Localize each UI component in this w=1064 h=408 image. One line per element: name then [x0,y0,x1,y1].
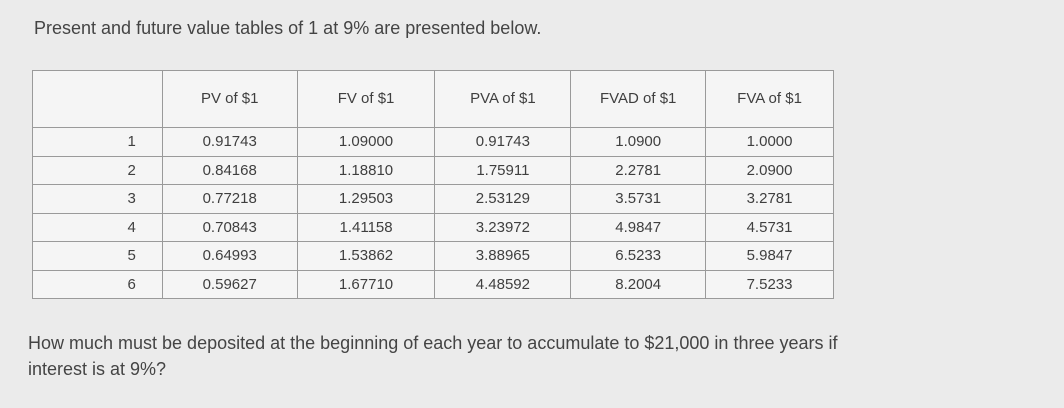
table-cell: 4.5731 [705,212,834,242]
table-cell: 2.53129 [434,184,572,214]
table-cell: 3.2781 [705,184,834,214]
table-cell: 0.91743 [434,127,572,157]
period-cell: 1 [32,127,163,157]
table-cell: 2.0900 [705,155,834,185]
table-row: 6 0.59627 1.67710 4.48592 8.2004 7.5233 [32,269,834,299]
period-cell: 5 [32,241,163,271]
table-cell: 1.0000 [705,127,834,157]
table-row: 2 0.84168 1.18810 1.75911 2.2781 2.0900 [32,155,834,185]
table-cell: 7.5233 [705,269,834,299]
header-pv: PV of $1 [161,70,298,128]
intro-text: Present and future value tables of 1 at … [34,18,542,38]
table-cell: 6.5233 [570,241,707,271]
table-cell: 3.88965 [434,241,572,271]
table-cell: 0.64993 [161,241,298,271]
table-cell: 0.59627 [161,269,298,299]
value-table: PV of $1 FV of $1 PVA of $1 FVAD of $1 F… [32,70,834,299]
table-row: 4 0.70843 1.41158 3.23972 4.9847 4.5731 [32,212,834,242]
table-cell: 1.75911 [434,155,572,185]
header-period [32,70,163,128]
period-cell: 6 [32,269,163,299]
table-cell: 3.23972 [434,212,572,242]
table-header-row: PV of $1 FV of $1 PVA of $1 FVAD of $1 F… [32,70,834,128]
period-cell: 4 [32,212,163,242]
table-cell: 1.29503 [296,184,436,214]
table-cell: 2.2781 [570,155,707,185]
table-cell: 1.0900 [570,127,707,157]
table-cell: 0.84168 [161,155,298,185]
table-cell: 3.5731 [570,184,707,214]
table-cell: 8.2004 [570,269,707,299]
table-cell: 1.67710 [296,269,436,299]
table-cell: 1.41158 [296,212,436,242]
table-row: 1 0.91743 1.09000 0.91743 1.0900 1.0000 [32,127,834,157]
period-cell: 2 [32,155,163,185]
header-fv: FV of $1 [296,70,436,128]
table-cell: 0.91743 [161,127,298,157]
header-pva: PVA of $1 [434,70,572,128]
table-cell: 0.77218 [161,184,298,214]
table-cell: 0.70843 [161,212,298,242]
table-cell: 4.9847 [570,212,707,242]
table-cell: 1.18810 [296,155,436,185]
table-cell: 1.53862 [296,241,436,271]
period-cell: 3 [32,184,163,214]
table-cell: 5.9847 [705,241,834,271]
question-text: How much must be deposited at the beginn… [28,333,838,379]
header-fvad: FVAD of $1 [570,70,707,128]
table-cell: 4.48592 [434,269,572,299]
header-fva: FVA of $1 [705,70,834,128]
table-cell: 1.09000 [296,127,436,157]
table-row: 5 0.64993 1.53862 3.88965 6.5233 5.9847 [32,241,834,271]
table-row: 3 0.77218 1.29503 2.53129 3.5731 3.2781 [32,184,834,214]
